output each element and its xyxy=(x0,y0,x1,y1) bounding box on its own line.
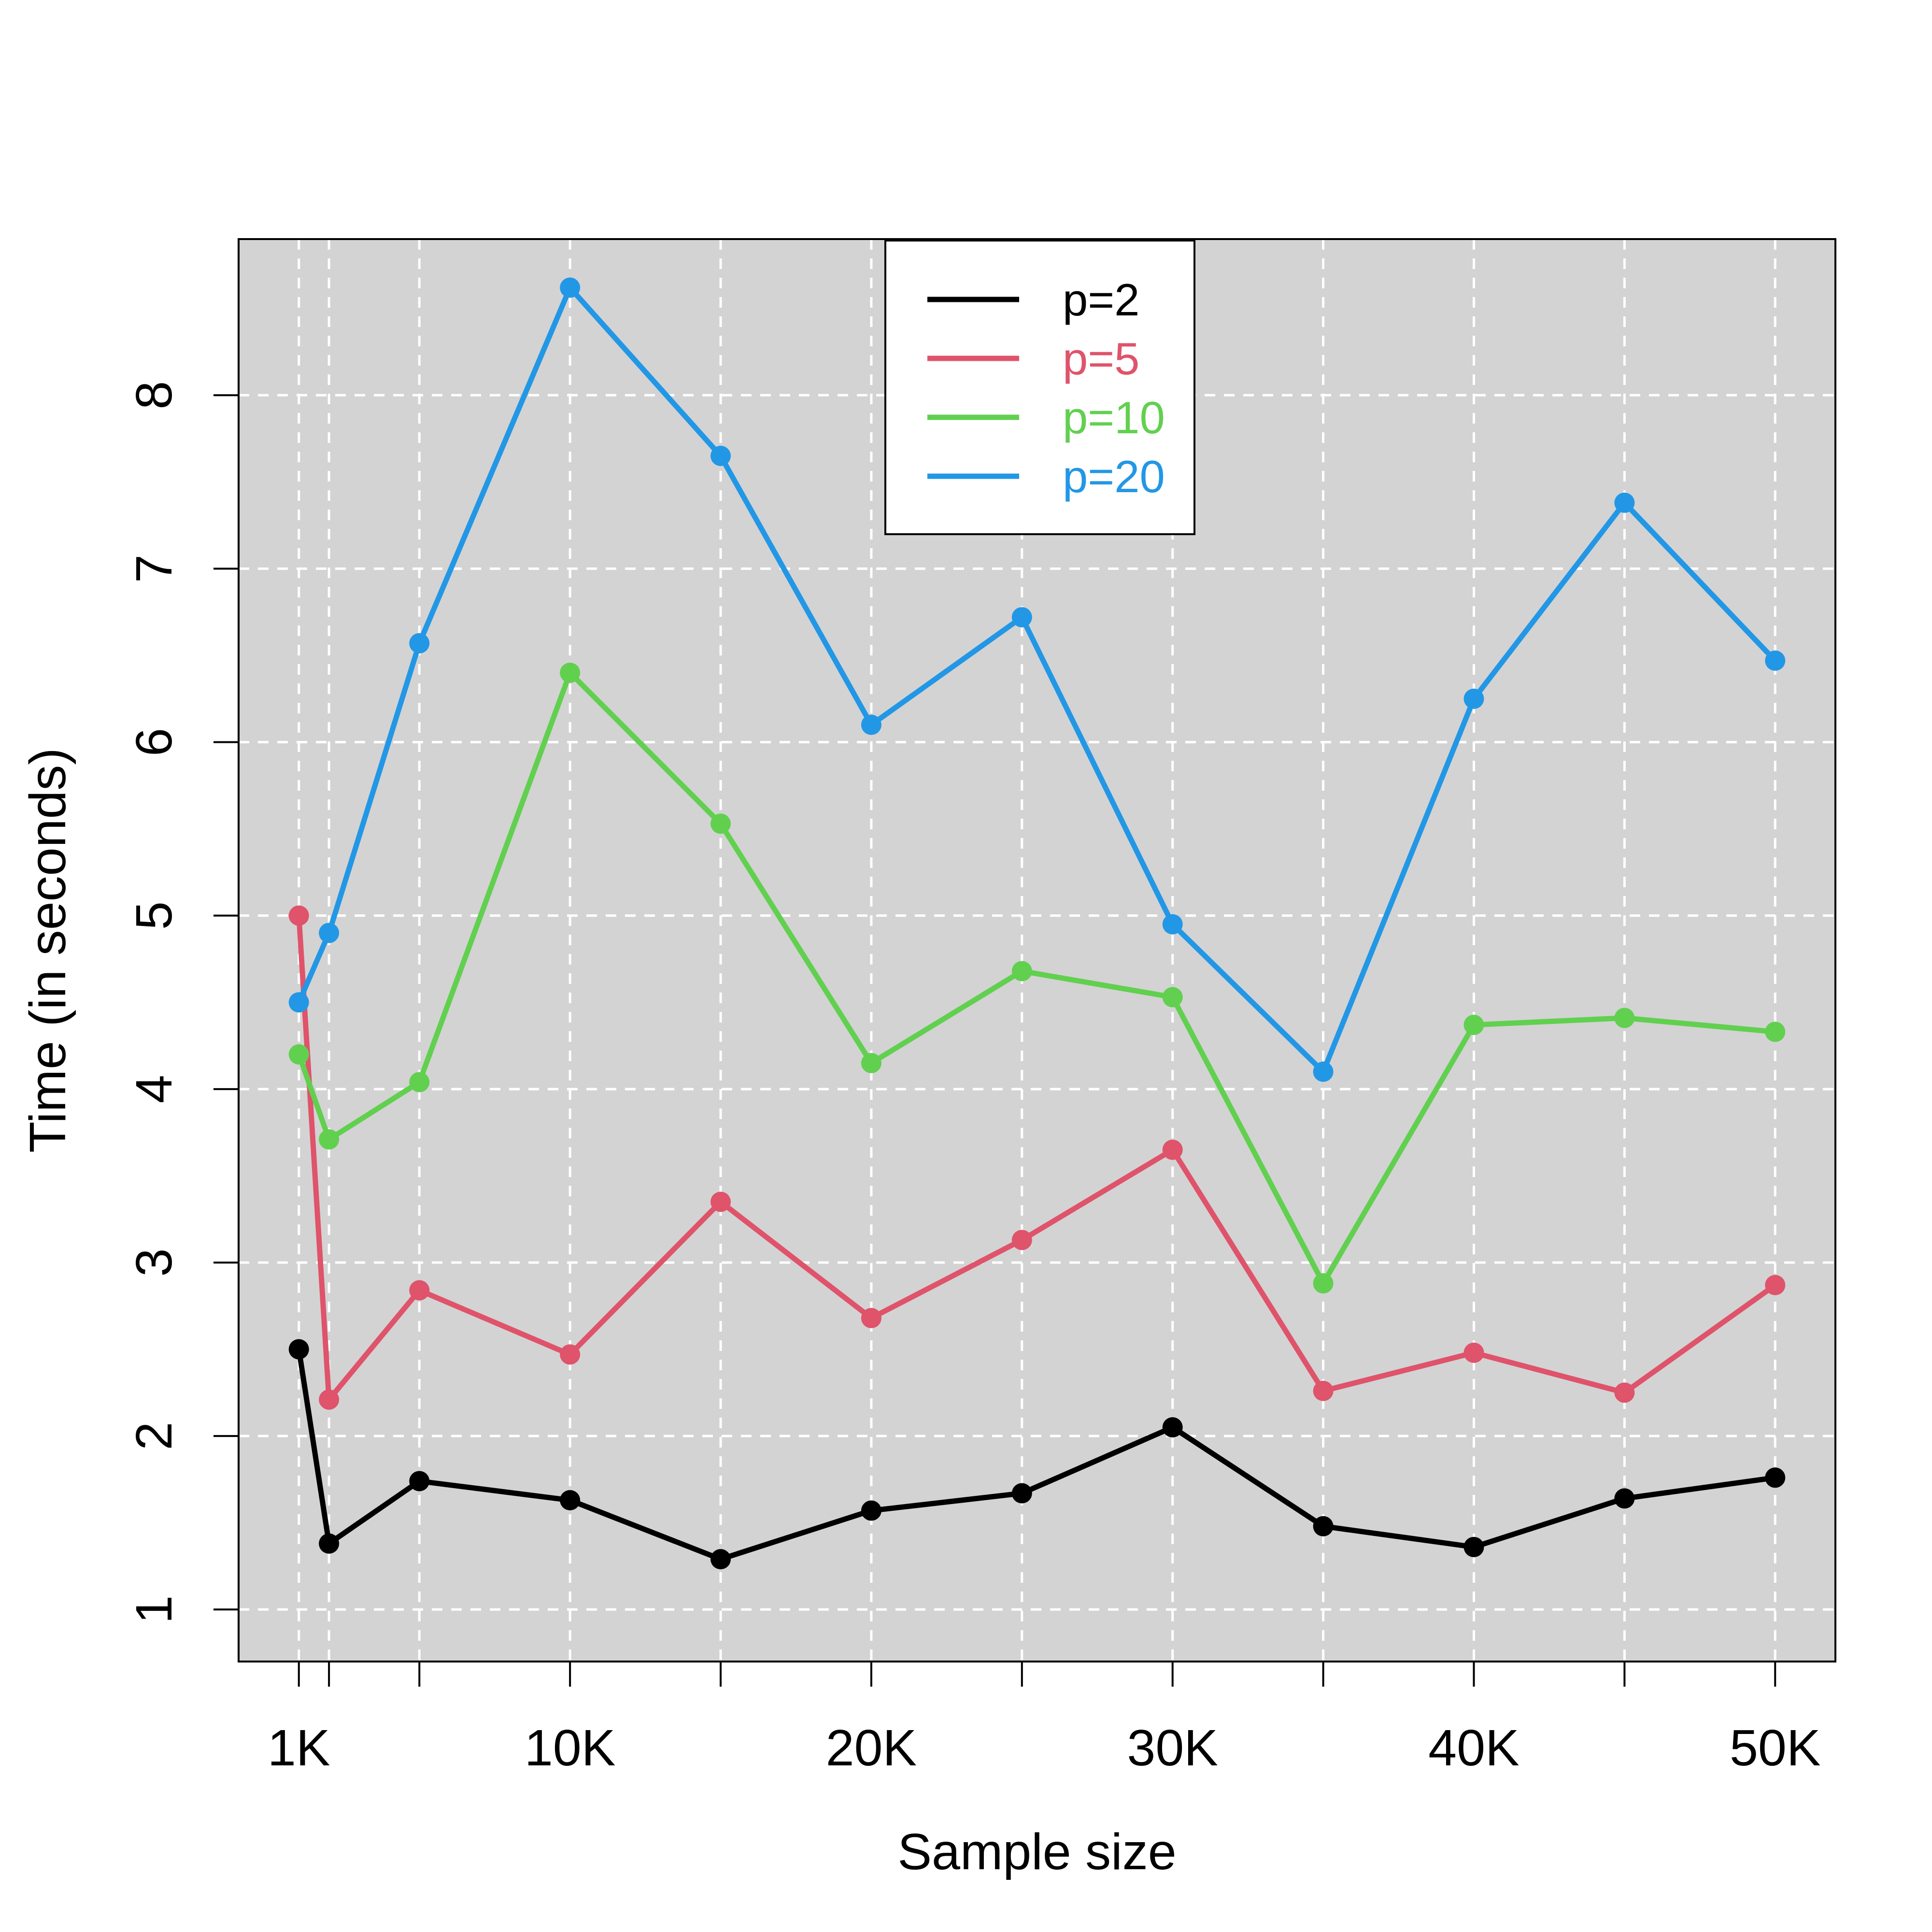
data-point xyxy=(1614,1382,1635,1403)
x-tick-label: 1K xyxy=(268,1719,330,1776)
data-point xyxy=(288,905,309,926)
y-tick-label: 2 xyxy=(126,1422,183,1450)
legend-label: p=5 xyxy=(1063,333,1139,384)
data-point xyxy=(1614,1008,1635,1028)
x-tick-label: 40K xyxy=(1428,1719,1520,1776)
data-point xyxy=(1162,914,1183,935)
y-tick-label: 8 xyxy=(126,381,183,410)
series-line xyxy=(296,670,1778,1286)
data-point xyxy=(1614,1488,1635,1509)
y-tick-label: 3 xyxy=(126,1248,183,1277)
data-point xyxy=(1011,1483,1032,1504)
data-point xyxy=(409,1280,430,1301)
data-point xyxy=(319,1389,340,1410)
data-point xyxy=(409,1471,430,1492)
y-tick-label: 4 xyxy=(126,1075,183,1103)
x-tick-label: 20K xyxy=(826,1719,917,1776)
x-tick-label: 10K xyxy=(525,1719,616,1776)
y-tick-label: 5 xyxy=(126,901,183,930)
series-line xyxy=(296,1347,1778,1562)
data-point xyxy=(560,277,581,298)
plot-frame xyxy=(238,238,1836,1662)
data-point xyxy=(710,813,731,834)
y-tick-label: 1 xyxy=(126,1595,183,1624)
data-point xyxy=(560,1344,581,1365)
data-point xyxy=(710,1549,731,1570)
data-point xyxy=(560,662,581,683)
x-tick-label: 50K xyxy=(1730,1719,1821,1776)
data-point xyxy=(1313,1061,1334,1082)
x-axis: 1K 10K 20K 30K 40K 50K xyxy=(268,1662,1821,1776)
data-point xyxy=(861,714,881,735)
data-point xyxy=(288,992,309,1013)
data-point xyxy=(1011,1230,1032,1250)
data-point xyxy=(560,1490,581,1510)
data-point xyxy=(1765,1275,1786,1295)
data-point xyxy=(861,1307,881,1328)
data-point xyxy=(1463,688,1484,709)
data-point xyxy=(409,633,430,653)
data-point xyxy=(1765,1022,1786,1042)
data-point xyxy=(1765,1467,1786,1488)
data-point xyxy=(319,1533,340,1554)
data-point xyxy=(319,923,340,943)
data-point xyxy=(861,1052,881,1073)
data-point xyxy=(1011,607,1032,627)
data-point xyxy=(1765,650,1786,671)
y-tick-label: 6 xyxy=(126,728,183,756)
data-point xyxy=(288,1339,309,1360)
data-point xyxy=(710,445,731,466)
x-axis-title: Sample size xyxy=(897,1823,1176,1880)
legend-box xyxy=(884,240,1195,535)
series-points xyxy=(288,277,1786,1570)
data-point xyxy=(1463,1342,1484,1363)
y-tick-label: 7 xyxy=(126,554,183,583)
legend-label: p=2 xyxy=(1063,274,1139,325)
data-point xyxy=(409,1072,430,1093)
data-point xyxy=(861,1500,881,1521)
data-point xyxy=(1313,1380,1334,1401)
data-point xyxy=(1463,1014,1484,1035)
data-point xyxy=(1162,987,1183,1008)
data-point xyxy=(1313,1273,1334,1294)
data-point xyxy=(1162,1139,1183,1160)
data-point xyxy=(288,1044,309,1065)
y-axis-title: Time (in seconds) xyxy=(19,748,76,1152)
data-point xyxy=(319,1129,340,1150)
y-axis: 1 2 3 4 5 6 7 8 xyxy=(126,381,239,1624)
legend-label: p=10 xyxy=(1063,392,1165,443)
data-point xyxy=(1011,961,1032,981)
legend: p=2 p=5 p=10 p=20 xyxy=(884,240,1195,535)
series-line xyxy=(296,913,1778,1403)
series-lines xyxy=(296,285,1778,1562)
data-point xyxy=(1463,1536,1484,1557)
data-point xyxy=(1162,1417,1183,1438)
data-point xyxy=(1313,1516,1334,1536)
legend-label: p=20 xyxy=(1063,451,1165,502)
data-point xyxy=(710,1192,731,1212)
data-point xyxy=(1614,492,1635,513)
series-line xyxy=(296,285,1778,1075)
x-tick-label: 30K xyxy=(1127,1719,1218,1776)
